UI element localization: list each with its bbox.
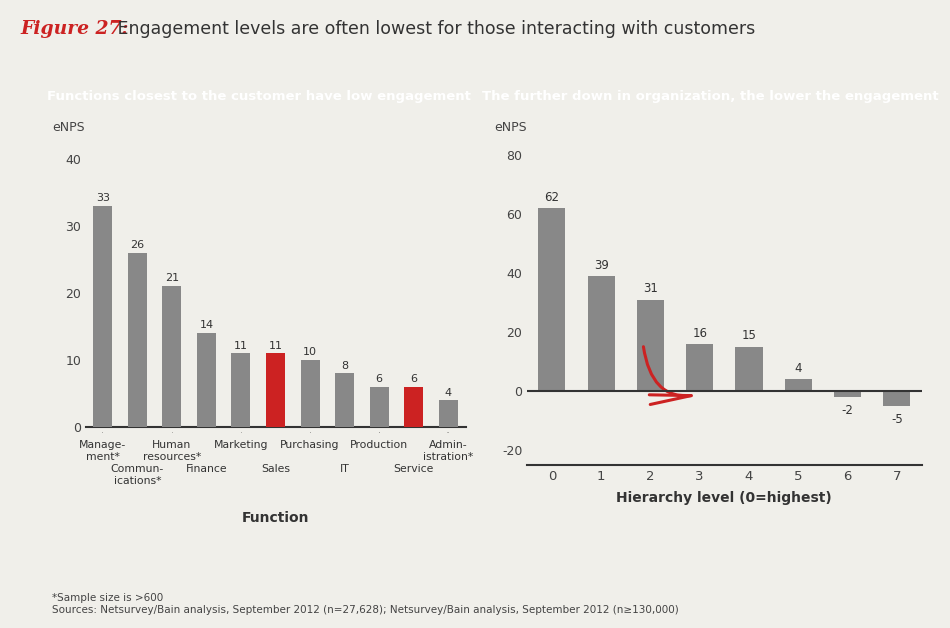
Bar	[93, 205, 112, 427]
Bar	[785, 379, 812, 391]
Bar	[300, 360, 319, 427]
Text: -5: -5	[891, 413, 902, 426]
Text: 11: 11	[234, 340, 248, 350]
Bar	[834, 391, 861, 397]
Text: Production: Production	[350, 440, 408, 450]
Text: 62: 62	[544, 191, 560, 204]
Text: 21: 21	[164, 273, 179, 283]
Text: 10: 10	[303, 347, 317, 357]
Text: Engagement levels are often lowest for those interacting with customers: Engagement levels are often lowest for t…	[112, 20, 755, 38]
Text: IT: IT	[340, 464, 350, 474]
Text: Function: Function	[241, 511, 310, 525]
Text: Human
resources*: Human resources*	[142, 440, 201, 462]
Bar	[439, 400, 458, 427]
Text: Figure 27:: Figure 27:	[21, 20, 129, 38]
Bar	[588, 276, 615, 391]
Bar	[232, 353, 251, 427]
Text: 6: 6	[375, 374, 383, 384]
Text: 31: 31	[643, 283, 658, 295]
Text: Finance: Finance	[185, 464, 227, 474]
Bar	[735, 347, 763, 391]
Text: 4: 4	[445, 387, 452, 398]
Bar	[636, 300, 664, 391]
Text: *Sample size is >600: *Sample size is >600	[52, 593, 163, 604]
Text: 15: 15	[742, 330, 756, 342]
Bar	[197, 333, 216, 427]
Text: Sales: Sales	[261, 464, 290, 474]
Text: 33: 33	[96, 193, 110, 203]
Text: The further down in organization, the lower the engagement: The further down in organization, the lo…	[482, 90, 939, 103]
Text: Purchasing: Purchasing	[280, 440, 340, 450]
Text: Marketing: Marketing	[214, 440, 268, 450]
Text: 14: 14	[200, 320, 214, 330]
Text: eNPS: eNPS	[494, 121, 526, 134]
Text: Sources: Netsurvey/Bain analysis, September 2012 (n=27,628); Netsurvey/Bain anal: Sources: Netsurvey/Bain analysis, Septem…	[52, 605, 679, 615]
Text: 26: 26	[130, 240, 144, 250]
Bar	[128, 252, 147, 427]
Text: Commun-
ications*: Commun- ications*	[111, 464, 164, 485]
Text: 6: 6	[410, 374, 417, 384]
Bar	[335, 374, 354, 427]
Text: eNPS: eNPS	[52, 121, 85, 134]
Bar	[686, 344, 713, 391]
Bar	[884, 391, 910, 406]
Text: 8: 8	[341, 360, 348, 371]
Text: Manage-
ment*: Manage- ment*	[79, 440, 126, 462]
Text: 39: 39	[594, 259, 609, 272]
Text: 11: 11	[269, 340, 282, 350]
Text: -2: -2	[842, 404, 853, 418]
Text: Admin-
istration*: Admin- istration*	[423, 440, 473, 462]
Text: Functions closest to the customer have low engagement: Functions closest to the customer have l…	[47, 90, 471, 103]
Text: 4: 4	[794, 362, 802, 375]
Bar	[162, 286, 181, 427]
Text: Hierarchy level (0=highest): Hierarchy level (0=highest)	[617, 491, 832, 506]
Bar	[266, 353, 285, 427]
Text: 16: 16	[693, 327, 707, 340]
Bar	[370, 387, 389, 427]
Text: Service: Service	[393, 464, 434, 474]
Bar	[539, 208, 565, 391]
Bar	[404, 387, 423, 427]
